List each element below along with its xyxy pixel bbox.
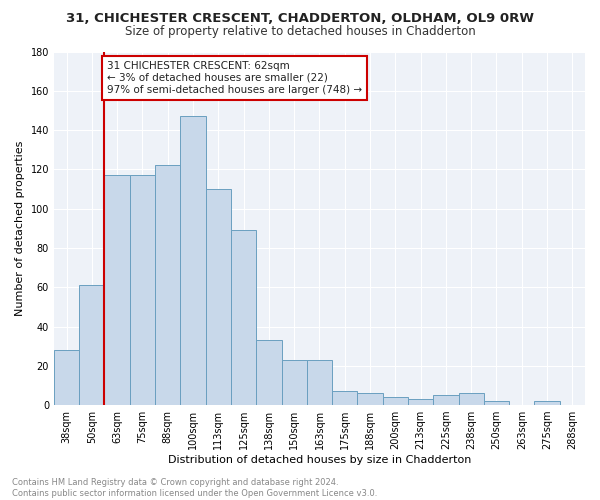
Bar [181, 116, 206, 405]
Bar [358, 394, 383, 405]
Bar [104, 176, 130, 405]
Bar [54, 350, 79, 405]
X-axis label: Distribution of detached houses by size in Chadderton: Distribution of detached houses by size … [168, 455, 471, 465]
Text: Contains HM Land Registry data © Crown copyright and database right 2024.
Contai: Contains HM Land Registry data © Crown c… [12, 478, 377, 498]
Bar [206, 189, 231, 405]
Bar [408, 399, 433, 405]
Bar [130, 176, 155, 405]
Bar [231, 230, 256, 405]
Bar [79, 286, 104, 405]
Bar [281, 360, 307, 405]
Bar [155, 166, 181, 405]
Bar [535, 401, 560, 405]
Bar [383, 397, 408, 405]
Bar [458, 394, 484, 405]
Bar [256, 340, 281, 405]
Bar [433, 396, 458, 405]
Text: 31 CHICHESTER CRESCENT: 62sqm
← 3% of detached houses are smaller (22)
97% of se: 31 CHICHESTER CRESCENT: 62sqm ← 3% of de… [107, 62, 362, 94]
Text: 31, CHICHESTER CRESCENT, CHADDERTON, OLDHAM, OL9 0RW: 31, CHICHESTER CRESCENT, CHADDERTON, OLD… [66, 12, 534, 26]
Bar [484, 401, 509, 405]
Bar [307, 360, 332, 405]
Bar [332, 392, 358, 405]
Y-axis label: Number of detached properties: Number of detached properties [15, 140, 25, 316]
Text: Size of property relative to detached houses in Chadderton: Size of property relative to detached ho… [125, 25, 475, 38]
